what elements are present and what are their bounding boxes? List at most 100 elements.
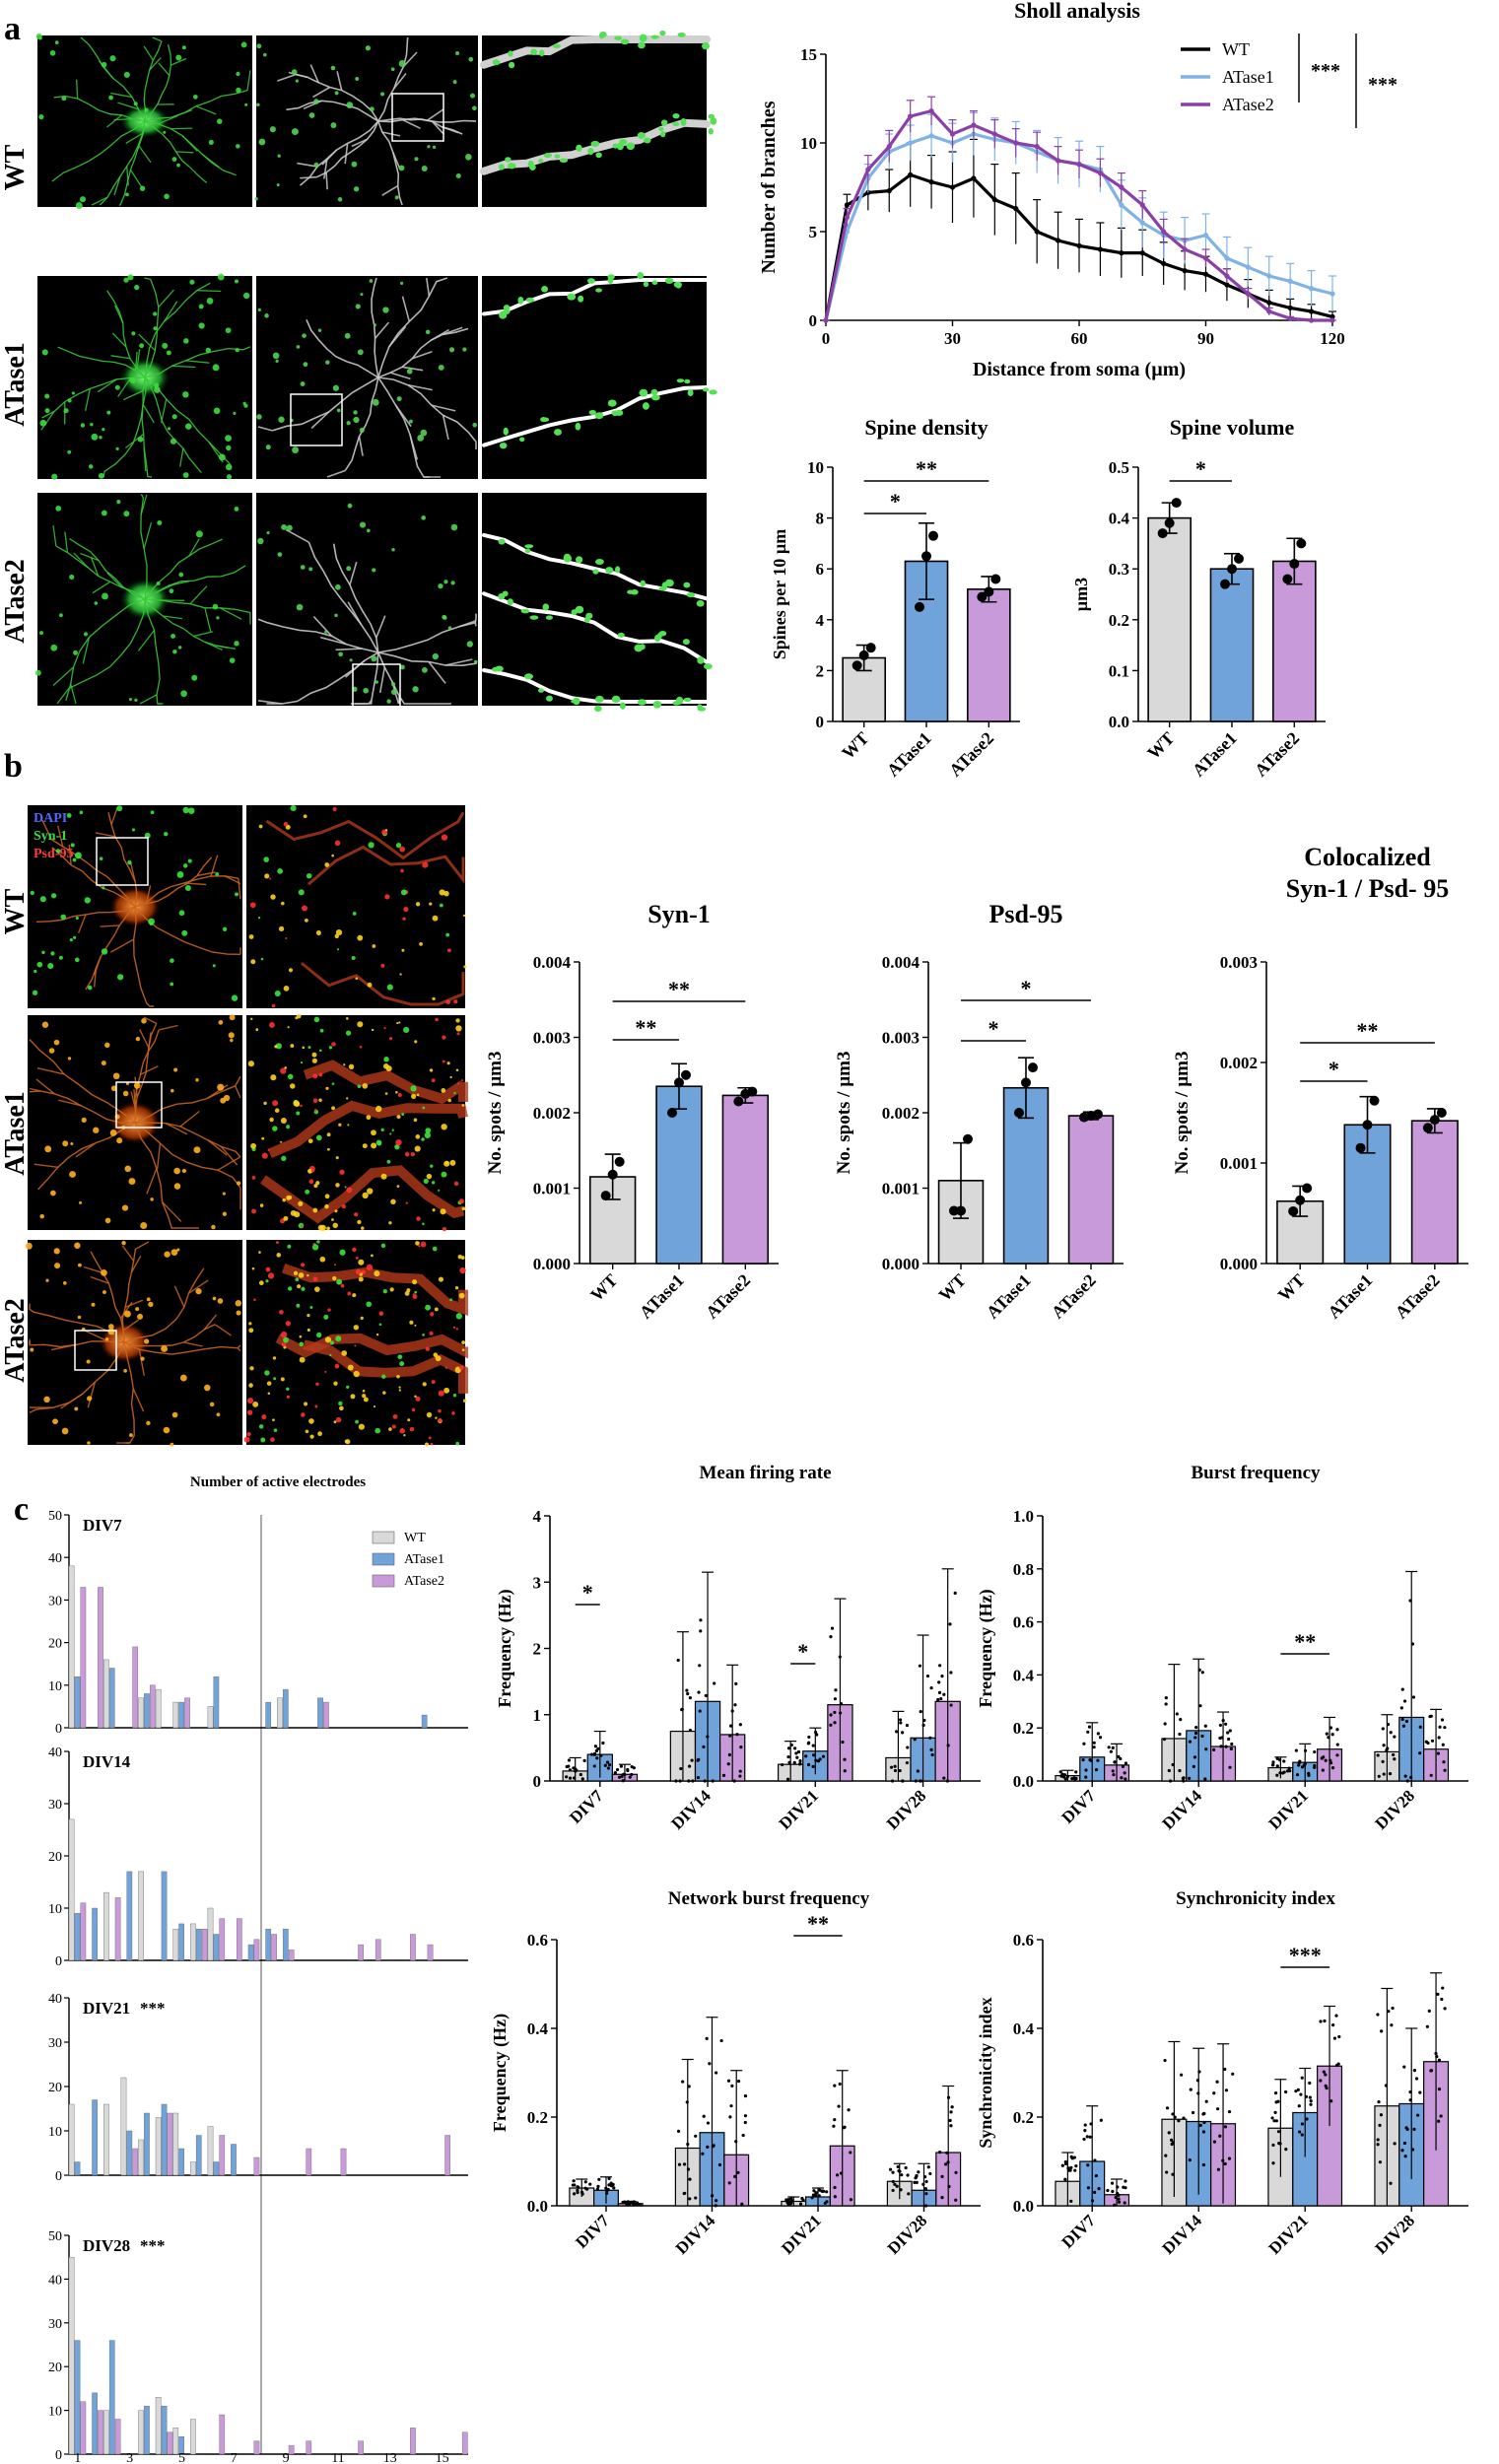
data-point [596, 2184, 600, 2188]
puncta [419, 941, 423, 946]
puncta [102, 428, 105, 432]
y-axis-label: No. spots / µm3 [485, 1052, 506, 1175]
puncta [353, 1325, 360, 1331]
histogram-bar-atase2 [80, 2401, 87, 2455]
data-point [1200, 1734, 1204, 1739]
data-point [1202, 255, 1209, 261]
dendrite [306, 318, 379, 378]
puncta [176, 1248, 180, 1252]
dendrite-branch [389, 372, 411, 380]
puncta [465, 153, 472, 161]
puncta [140, 1356, 145, 1361]
puncta [443, 1160, 450, 1167]
puncta [386, 1159, 391, 1164]
data-point [940, 1675, 944, 1678]
puncta [265, 445, 271, 450]
puncta [331, 1042, 336, 1047]
puncta [263, 856, 269, 862]
data-point [1180, 2073, 1184, 2077]
data-point [901, 1731, 905, 1735]
puncta [412, 686, 419, 693]
data-point [1227, 564, 1237, 575]
bar-wt [1147, 516, 1192, 722]
puncta [204, 1384, 211, 1392]
puncta [412, 1293, 415, 1296]
data-point [1382, 1772, 1386, 1776]
puncta [402, 917, 406, 921]
puncta [290, 1044, 295, 1049]
data-point [1297, 2104, 1301, 2108]
dendritic-spine [503, 308, 511, 314]
puncta [286, 1387, 290, 1392]
data-point [833, 1710, 837, 1715]
data-point [948, 2118, 952, 2123]
data-point [567, 1758, 572, 1762]
puncta [236, 144, 240, 149]
dendritic-spine [659, 30, 666, 36]
puncta [135, 1036, 141, 1042]
data-point [1192, 1755, 1197, 1759]
data-point [1224, 1745, 1228, 1748]
roi-box [74, 1330, 117, 1371]
data-point [690, 1758, 694, 1762]
puncta [318, 1072, 323, 1077]
data-point [1369, 1095, 1380, 1106]
data-point [1428, 1714, 1432, 1719]
puncta [281, 523, 288, 530]
data-point [1164, 2154, 1168, 2157]
puncta [438, 1408, 442, 1413]
data-point [676, 1658, 680, 1663]
dendrite-branch [143, 522, 153, 549]
dendrite [286, 100, 379, 122]
data-point [811, 1744, 815, 1747]
data-point [925, 1674, 930, 1678]
dendrite-branch [34, 1163, 58, 1168]
significance-label: * [1329, 1057, 1339, 1081]
dendritic-spine [517, 297, 524, 305]
data-point [833, 1697, 838, 1701]
dendrite [377, 36, 409, 122]
puncta [397, 1093, 402, 1097]
puncta [466, 641, 473, 648]
data-point [781, 1762, 784, 1767]
puncta [250, 1142, 256, 1149]
puncta [286, 1195, 292, 1200]
puncta [253, 1298, 256, 1301]
puncta [134, 698, 138, 702]
puncta [212, 1296, 217, 1301]
data-point [618, 1775, 622, 1779]
y-tick-label: 0.1 [1109, 661, 1129, 680]
dendrite [123, 1341, 135, 1444]
data-point [918, 1664, 922, 1668]
data-point [921, 2182, 925, 2186]
data-point [733, 2174, 737, 2178]
data-point [1305, 2117, 1309, 2121]
data-point [1434, 2051, 1438, 2056]
dendritic-spine [704, 663, 713, 670]
dendrite-branch [162, 1201, 182, 1222]
data-point [1181, 1776, 1185, 1780]
puncta [180, 690, 187, 698]
puncta [72, 857, 77, 862]
puncta [87, 985, 93, 991]
data-point [741, 2133, 745, 2138]
puncta [305, 1429, 309, 1434]
y-tick-label: 30 [48, 2036, 62, 2051]
puncta [463, 965, 467, 969]
histogram-bar-atase2 [114, 1897, 121, 1961]
data-point [812, 2189, 816, 2193]
data-point [1313, 1749, 1317, 1754]
data-point [1296, 2088, 1300, 2091]
data-point [1074, 1770, 1078, 1774]
data-point [1111, 1769, 1115, 1773]
data-point [1171, 2141, 1175, 2145]
puncta [38, 113, 44, 120]
legend-swatch [372, 1552, 395, 1566]
y-tick-label: 0.3 [1109, 560, 1129, 579]
data-point [796, 1749, 801, 1754]
dendrite-branch [310, 411, 330, 430]
puncta [260, 957, 264, 961]
histogram-bar-atase2 [219, 2135, 226, 2176]
